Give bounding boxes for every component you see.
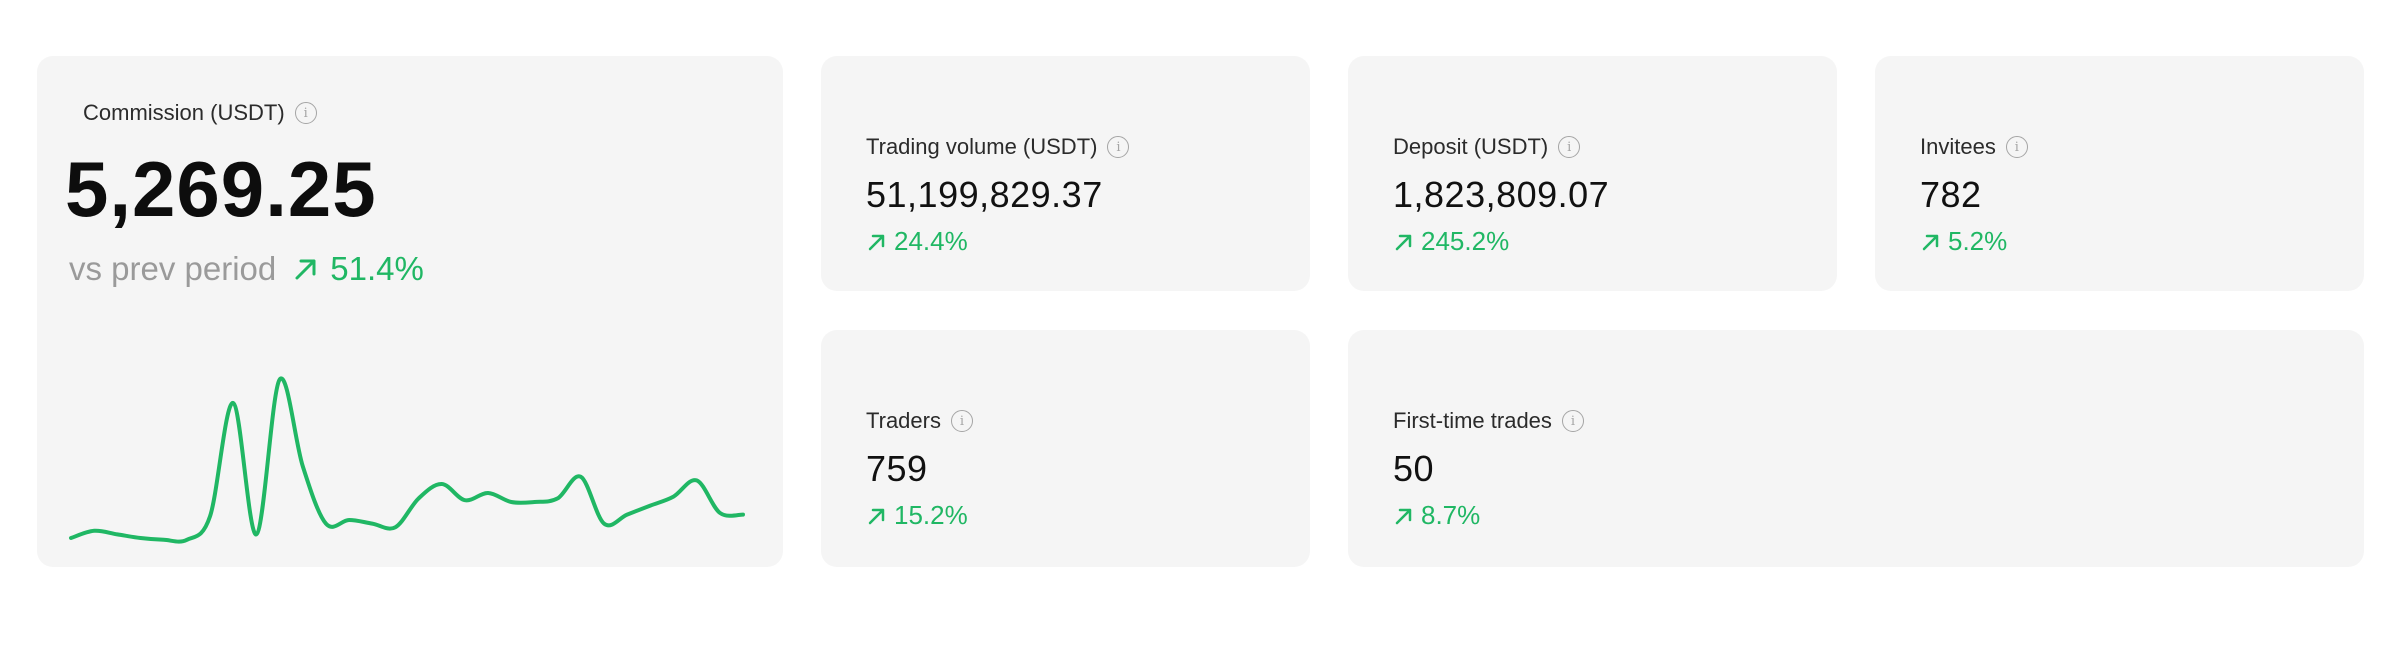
arrow-up-right-icon [866,231,888,253]
arrow-up-right-icon [866,505,888,527]
commission-change: 51.4% [292,250,424,288]
first-time-trades-value: 50 [1393,448,1435,489]
info-icon[interactable]: i [294,102,317,124]
first-time-trades-label: First-time trades [1393,408,1552,433]
deposit-change: 245.2% [1393,226,1609,257]
info-icon[interactable]: i [1558,136,1581,158]
info-icon[interactable]: i [950,410,973,432]
trading-volume-change-value: 24.4% [894,226,968,256]
commission-compare-row: vs prev period 51.4% [69,250,424,288]
arrow-up-right-icon [292,255,320,283]
invitees-label: Invitees [1920,134,1996,159]
trading-volume-label: Trading volume (USDT) [866,134,1098,159]
commission-trend-line [69,376,745,544]
info-icon[interactable]: i [1561,410,1584,432]
compare-label: vs prev period [69,250,277,287]
trading-volume-label-row: Trading volume (USDT) i [866,134,1130,160]
first-time-trades-change: 8.7% [1393,500,1584,531]
commission-change-value: 51.4% [330,250,424,287]
traders-value: 759 [866,448,928,489]
info-icon[interactable]: i [1107,136,1130,158]
deposit-card: Deposit (USDT) i 1,823,809.07 245.2% [1348,56,1837,291]
arrow-up-right-icon [1393,231,1415,253]
deposit-value: 1,823,809.07 [1393,174,1610,215]
invitees-change-value: 5.2% [1948,226,2008,256]
invitees-change: 5.2% [1920,226,2028,257]
invitees-card: Invitees i 782 5.2% [1875,56,2364,291]
first-time-trades-card: First-time trades i 50 8.7% [1348,330,2364,567]
first-time-trades-label-row: First-time trades i [1393,408,1584,434]
commission-trend-sparkline [69,376,745,544]
deposit-label-row: Deposit (USDT) i [1393,134,1609,160]
traders-change: 15.2% [866,500,973,531]
commission-card: Commission (USDT) i 5,269.25 vs prev per… [37,56,783,567]
arrow-up-right-icon [1920,231,1942,253]
trading-volume-value: 51,199,829.37 [866,174,1103,215]
traders-label: Traders [866,408,941,433]
traders-change-value: 15.2% [894,500,968,530]
commission-label-row: Commission (USDT) i [83,100,317,126]
trading-volume-change: 24.4% [866,226,1129,257]
first-time-trades-change-value: 8.7% [1421,500,1481,530]
deposit-label: Deposit (USDT) [1393,134,1549,159]
trading-volume-card: Trading volume (USDT) i 51,199,829.37 24… [821,56,1310,291]
traders-card: Traders i 759 15.2% [821,330,1310,567]
commission-label: Commission (USDT) [83,100,285,125]
invitees-value: 782 [1920,174,1982,215]
deposit-change-value: 245.2% [1421,226,1510,256]
commission-value: 5,269.25 [65,145,377,233]
invitees-label-row: Invitees i [1920,134,2028,160]
arrow-up-right-icon [1393,505,1415,527]
info-icon[interactable]: i [2005,136,2028,158]
traders-label-row: Traders i [866,408,973,434]
